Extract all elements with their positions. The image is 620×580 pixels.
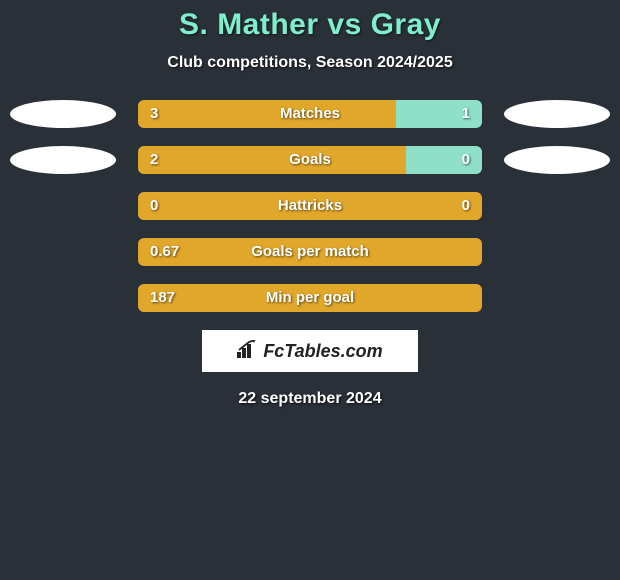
stat-label: Goals per match [138, 238, 482, 266]
stat-bar: 00Hattricks [138, 192, 482, 220]
stat-bar: 31Matches [138, 100, 482, 128]
player-shadow-right [504, 146, 610, 174]
comparison-widget: S. Mather vs Gray Club competitions, Sea… [0, 0, 620, 580]
page-title: S. Mather vs Gray [0, 8, 620, 42]
stat-label: Hattricks [138, 192, 482, 220]
stat-label: Min per goal [138, 284, 482, 312]
stat-label: Goals [138, 146, 482, 174]
stat-row: 0.67Goals per match [0, 238, 620, 266]
stat-row: 187Min per goal [0, 284, 620, 312]
player-shadow-left [10, 146, 116, 174]
stat-row: 31Matches [0, 100, 620, 128]
stat-bar: 0.67Goals per match [138, 238, 482, 266]
logo-text: FcTables.com [263, 341, 382, 362]
stat-row: 20Goals [0, 146, 620, 174]
player-shadow-left [10, 100, 116, 128]
subtitle: Club competitions, Season 2024/2025 [0, 54, 620, 72]
stat-bar: 20Goals [138, 146, 482, 174]
stat-bar: 187Min per goal [138, 284, 482, 312]
stat-row: 00Hattricks [0, 192, 620, 220]
stat-label: Matches [138, 100, 482, 128]
logo-box[interactable]: FcTables.com [202, 330, 418, 372]
date-line: 22 september 2024 [0, 390, 620, 408]
stat-rows: 31Matches 20Goals 00Hattricks 0.67Goals per… [0, 100, 620, 312]
chart-icon [237, 340, 259, 363]
player-shadow-right [504, 100, 610, 128]
